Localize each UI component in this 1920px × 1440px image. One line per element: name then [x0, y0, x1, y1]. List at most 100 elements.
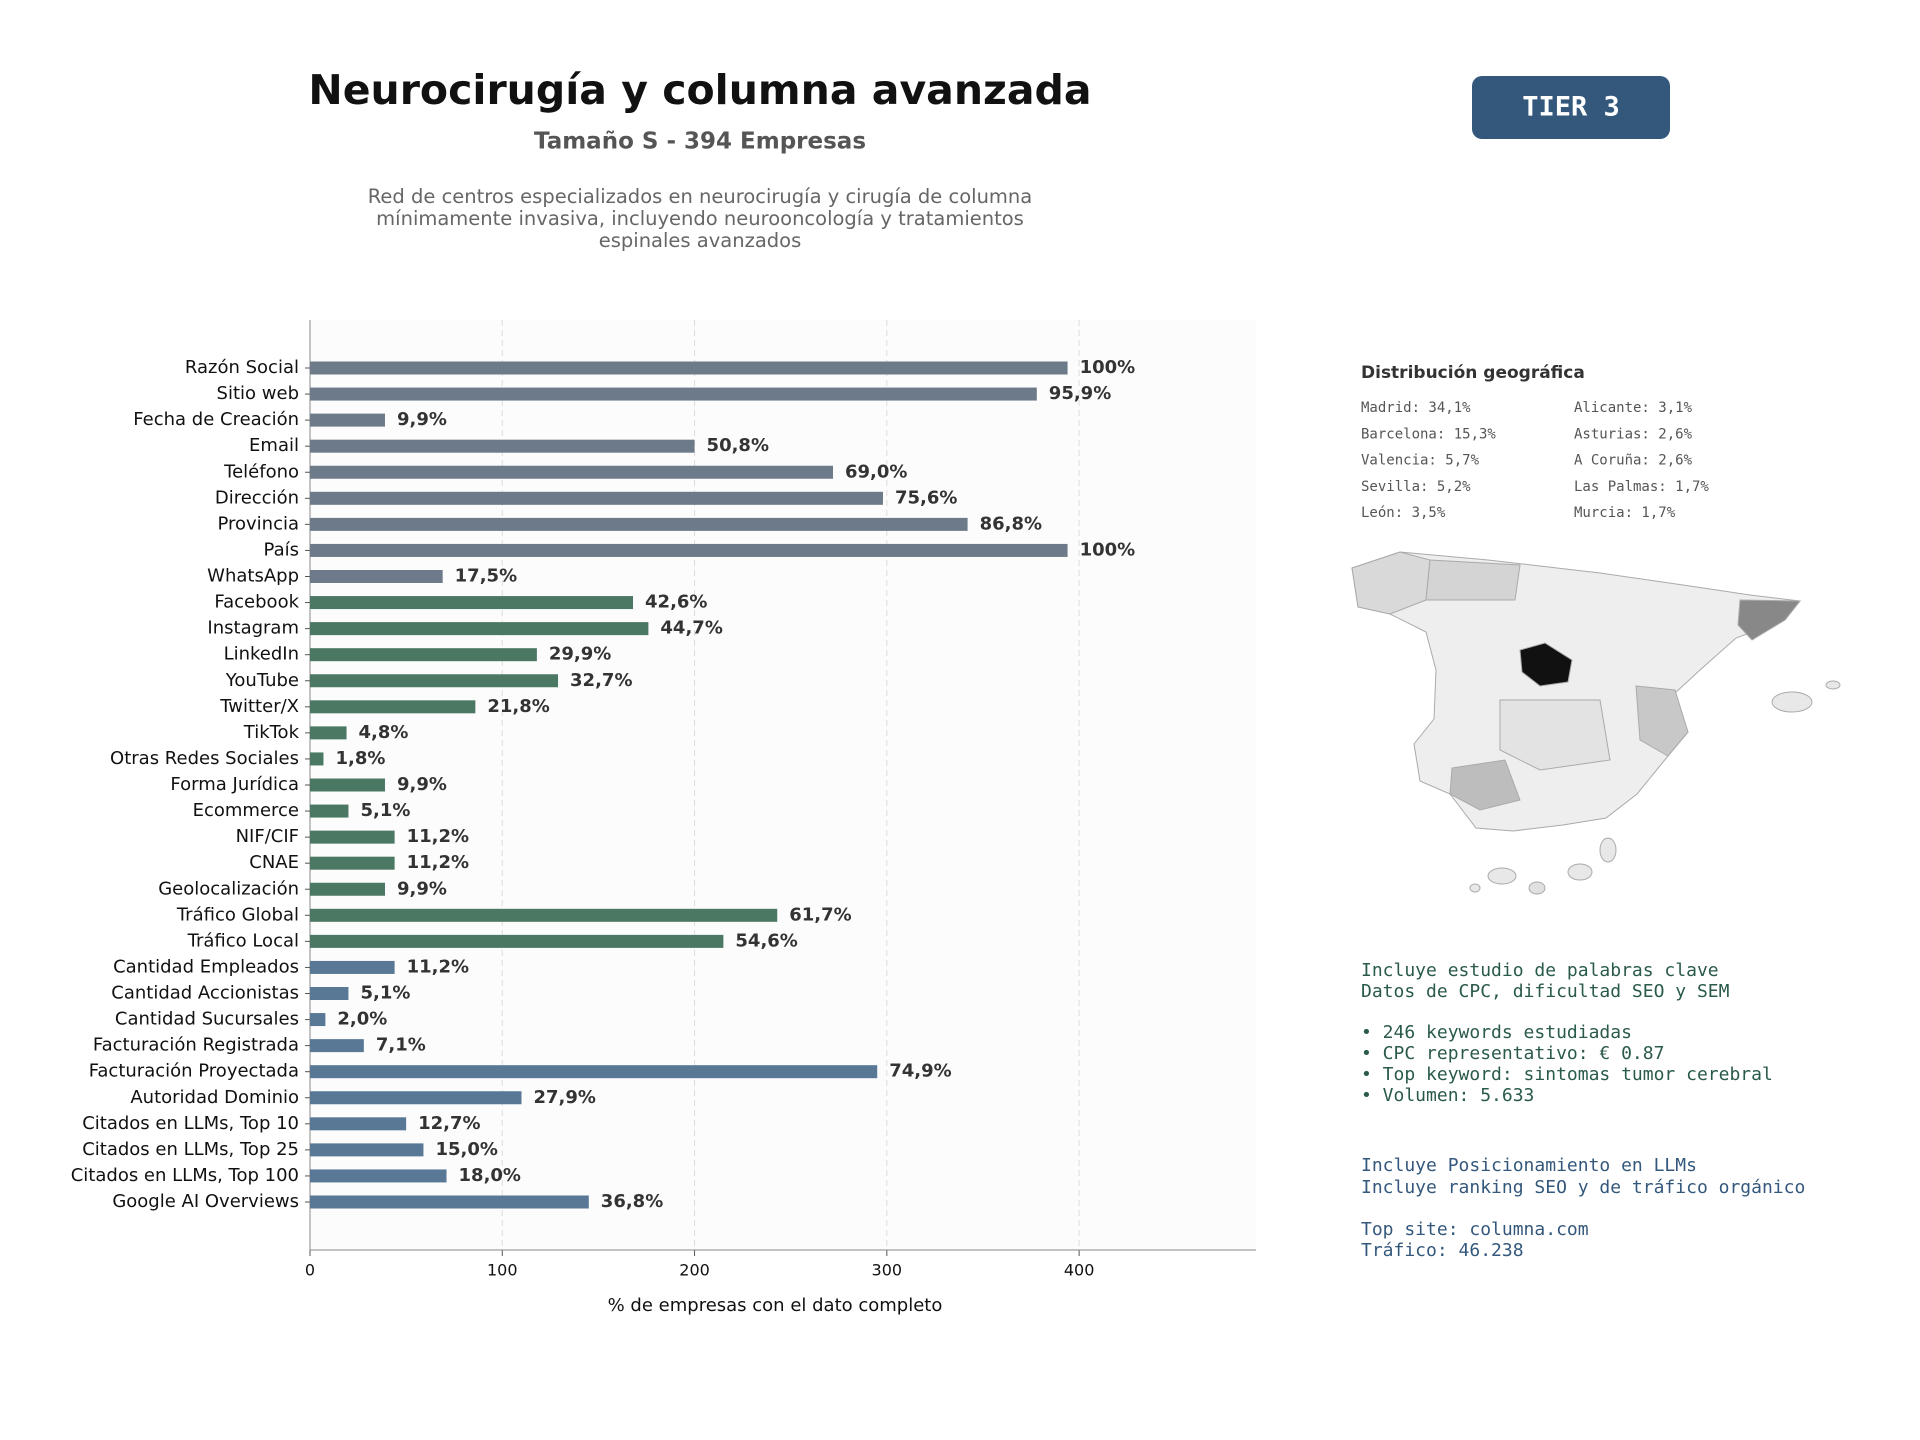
geo-item: Sevilla: 5,2% — [1361, 479, 1471, 495]
y-tick-label: Ecommerce — [193, 800, 299, 821]
y-tick-label: Facturación Proyectada — [89, 1061, 299, 1082]
bar — [310, 387, 1037, 401]
x-tick-label: 200 — [679, 1261, 710, 1280]
bar — [310, 726, 347, 740]
y-tick-label: Fecha de Creación — [133, 409, 299, 430]
plot-area — [310, 320, 1256, 1250]
value-label: 15,0% — [435, 1139, 497, 1160]
bar — [310, 1195, 589, 1209]
value-label: 9,9% — [397, 409, 447, 430]
bar — [310, 439, 695, 453]
y-tick-label: Cantidad Accionistas — [111, 983, 299, 1004]
description: Red de centros especializados en neuroci… — [367, 185, 1033, 252]
llm-line: Incluye Posicionamiento en LLMs — [1361, 1155, 1697, 1176]
bar — [310, 413, 385, 427]
y-tick-label: Twitter/X — [219, 696, 299, 717]
keywords-line: • Volumen: 5.633 — [1361, 1085, 1534, 1106]
bar — [310, 570, 443, 583]
y-tick-label: LinkedIn — [224, 644, 299, 665]
map-region — [1425, 559, 1521, 601]
value-label: 11,2% — [407, 852, 469, 873]
geo-item: León: 3,5% — [1361, 505, 1446, 521]
x-tick-label: 400 — [1064, 1261, 1095, 1280]
map-madrid — [1519, 642, 1573, 687]
geo-item: A Coruña: 2,6% — [1574, 453, 1693, 469]
y-tick-label: Tráfico Global — [176, 904, 299, 925]
y-tick-label: Instagram — [207, 618, 299, 639]
map-region — [1449, 759, 1521, 811]
bar — [310, 1117, 407, 1131]
geo-item: Madrid: 34,1% — [1361, 400, 1471, 416]
value-label: 12,7% — [418, 1113, 480, 1134]
value-label: 11,2% — [407, 956, 469, 977]
bar — [310, 882, 385, 896]
geo-title: Distribución geográfica — [1361, 363, 1585, 383]
map-canaries — [1487, 867, 1517, 885]
y-tick-label: País — [264, 539, 299, 560]
y-tick-label: Citados en LLMs, Top 25 — [82, 1139, 299, 1160]
bar — [310, 361, 1068, 375]
map-balearics — [1771, 691, 1813, 713]
y-tick-label: Forma Jurídica — [170, 774, 299, 795]
value-label: 1,8% — [335, 748, 385, 769]
geo-item: Barcelona: 15,3% — [1361, 426, 1496, 442]
y-tick-label: Sitio web — [217, 383, 299, 404]
y-tick-label: Otras Redes Sociales — [110, 748, 299, 769]
map-canaries — [1599, 837, 1617, 863]
y-tick-label: Google AI Overviews — [112, 1191, 299, 1212]
value-label: 69,0% — [845, 461, 907, 482]
map-region — [1635, 685, 1689, 757]
value-label: 2,0% — [337, 1009, 387, 1030]
bar — [310, 934, 724, 948]
value-label: 86,8% — [980, 513, 1042, 534]
value-label: 42,6% — [645, 592, 707, 613]
llm-line: Top site: columna.com — [1361, 1219, 1589, 1240]
value-label: 74,9% — [889, 1061, 951, 1082]
y-tick-label: Facebook — [214, 592, 299, 613]
bar — [310, 465, 833, 479]
bar — [310, 856, 395, 870]
bar — [310, 778, 385, 792]
x-tick-label: 300 — [872, 1261, 903, 1280]
value-label: 18,0% — [459, 1165, 521, 1186]
value-label: 61,7% — [789, 904, 851, 925]
value-label: 9,9% — [397, 774, 447, 795]
value-label: 5,1% — [360, 983, 410, 1004]
keywords-line: Incluye estudio de palabras clave — [1361, 960, 1719, 981]
value-label: 100% — [1080, 539, 1136, 560]
value-label: 4,8% — [359, 722, 409, 743]
bar — [310, 700, 476, 714]
bar — [310, 908, 778, 922]
llm-line: Incluye ranking SEO y de tráfico orgánic… — [1361, 1177, 1805, 1198]
bar — [310, 491, 883, 505]
tier-badge — [1472, 76, 1670, 139]
map-canaries — [1469, 883, 1481, 893]
bar — [310, 674, 559, 688]
y-tick-label: Email — [249, 435, 299, 456]
value-label: 29,9% — [549, 644, 611, 665]
bar — [310, 596, 634, 610]
y-tick-label: Geolocalización — [158, 878, 299, 899]
value-label: 5,1% — [360, 800, 410, 821]
map-canaries — [1567, 863, 1593, 881]
y-tick-label: NIF/CIF — [236, 826, 299, 847]
map-canaries — [1528, 881, 1546, 895]
value-label: 100% — [1080, 357, 1136, 378]
bar — [310, 1013, 326, 1027]
value-label: 32,7% — [570, 670, 632, 691]
geo-item: Murcia: 1,7% — [1574, 505, 1676, 521]
y-tick-label: Tráfico Local — [187, 930, 299, 951]
map — [1351, 551, 1841, 895]
geo-item: Las Palmas: 1,7% — [1574, 479, 1709, 495]
value-label: 7,1% — [376, 1035, 426, 1056]
value-label: 11,2% — [407, 826, 469, 847]
y-tick-label: Teléfono — [223, 461, 299, 482]
bar — [310, 830, 395, 844]
bar — [310, 1065, 878, 1079]
value-label: 54,6% — [735, 930, 797, 951]
bar — [310, 804, 349, 818]
chart-subtitle: Tamaño S - 394 Empresas — [534, 129, 866, 155]
bar — [310, 543, 1068, 557]
